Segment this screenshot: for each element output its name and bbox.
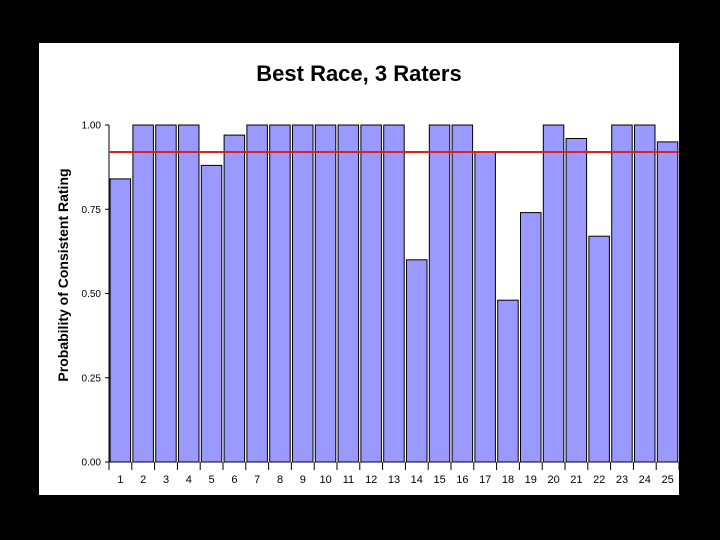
bar-23 <box>611 124 633 463</box>
bar-7 <box>246 124 268 463</box>
x-tick-label: 8 <box>277 474 283 486</box>
bar-5 <box>200 164 223 463</box>
bar-14 <box>406 259 428 463</box>
bar-2 <box>132 124 154 463</box>
bar-12 <box>360 124 382 463</box>
x-tick-label: 17 <box>479 474 491 486</box>
x-tick-label: 16 <box>456 474 468 486</box>
x-tick-label: 22 <box>593 474 605 486</box>
x-tick-label: 5 <box>209 474 215 486</box>
x-tick-label: 6 <box>231 474 237 486</box>
x-tick-label: 13 <box>388 474 400 486</box>
bars <box>109 124 679 463</box>
x-tick-label: 4 <box>186 474 192 486</box>
x-tick-label: 19 <box>525 474 537 486</box>
chart-panel: Best Race, 3 Raters 0.00 0.25 0.50 0.75 1.00… <box>39 43 679 495</box>
x-tick-label: 11 <box>343 474 354 486</box>
y-tick-label: 0.25 <box>82 373 102 384</box>
y-tick-label: 1.00 <box>82 121 102 132</box>
bar-9 <box>292 124 314 463</box>
chart-title: Best Race, 3 Raters <box>256 61 462 86</box>
bar-11 <box>337 124 360 463</box>
x-tick-label: 21 <box>570 474 582 486</box>
y-axis: 0.00 0.25 0.50 0.75 1.00 <box>82 121 110 469</box>
y-tick-label: 0.50 <box>82 289 102 300</box>
x-tick-label: 15 <box>433 474 445 486</box>
x-tick-label: 1 <box>117 474 123 486</box>
bar-17 <box>474 151 496 463</box>
x-axis: 1 2 3 4 5 6 7 8 9 10 11 12 13 14 15 16 17 18 19 20 21 22 23 24 2… <box>108 462 679 486</box>
bar-4 <box>178 124 200 463</box>
x-tick-label: 2 <box>140 474 146 486</box>
bar-15 <box>428 124 451 463</box>
x-tick-label: 12 <box>365 474 377 486</box>
bar-3 <box>155 124 177 463</box>
x-tick-label: 9 <box>300 474 306 486</box>
bar-22 <box>588 235 610 463</box>
x-tick-label: 24 <box>639 474 651 486</box>
bar-20 <box>542 124 565 463</box>
x-tick-label: 23 <box>616 474 628 486</box>
x-tick-label: 25 <box>661 474 673 486</box>
y-axis-label: Probability of Consistent Rating <box>55 168 71 381</box>
x-tick-label: 7 <box>254 474 260 486</box>
x-tick-label: 10 <box>319 474 331 486</box>
bar-19 <box>520 212 542 463</box>
bar-10 <box>314 124 337 463</box>
bar-21 <box>565 138 588 463</box>
bar-24 <box>634 124 656 463</box>
x-tick-label: 20 <box>547 474 559 486</box>
y-tick-label: 0.75 <box>82 205 102 216</box>
bar-18 <box>497 299 519 463</box>
x-tick-label: 3 <box>163 474 169 486</box>
x-tick-label: 14 <box>411 474 423 486</box>
bar-25 <box>656 141 679 463</box>
bar-8 <box>269 124 291 463</box>
bar-6 <box>223 134 246 463</box>
bar-13 <box>383 124 405 463</box>
bar-chart: 0.000.250.500.751.00 1 2 3 4 5 6 7 8 9 10 11 12 13 14… <box>55 121 679 486</box>
bar-16 <box>451 124 474 463</box>
x-tick-label: 18 <box>502 474 514 486</box>
y-tick-label: 0.00 <box>82 458 102 469</box>
bar-1 <box>109 178 132 463</box>
